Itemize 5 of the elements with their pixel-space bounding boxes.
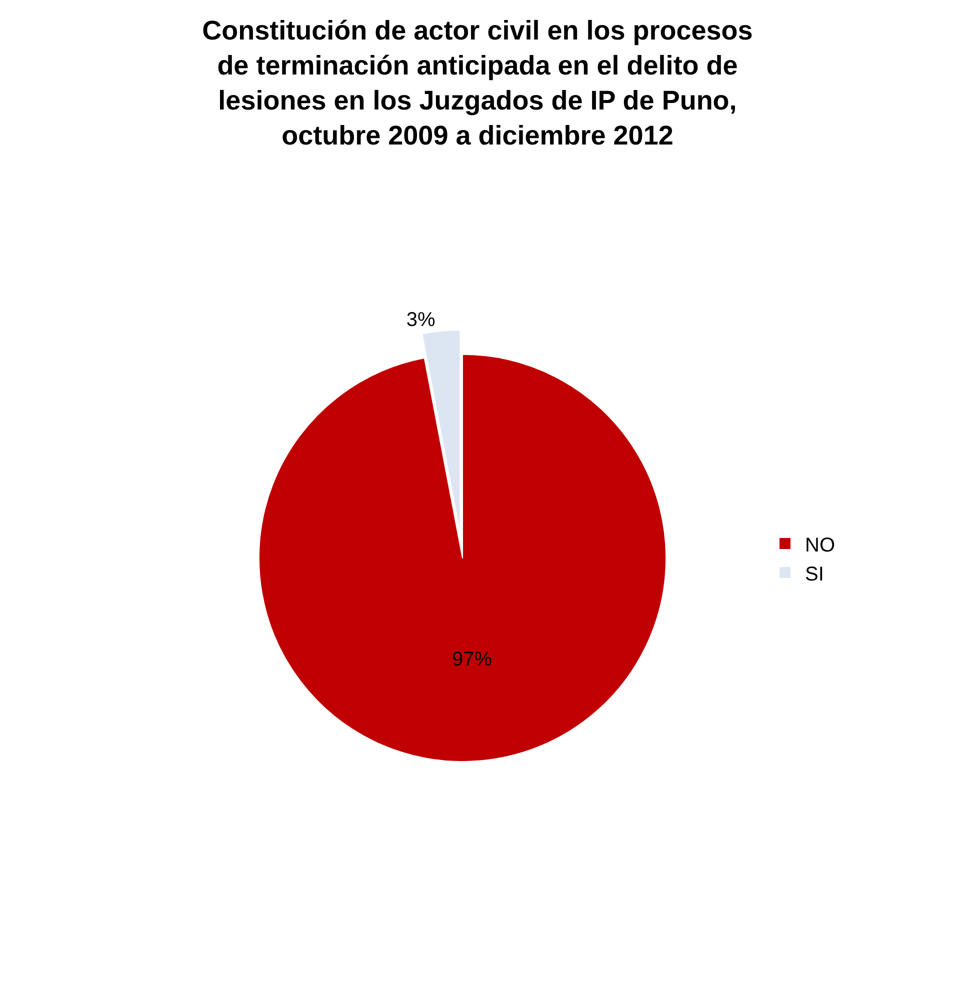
data-label: 97% (452, 648, 492, 670)
data-label: 3% (406, 309, 436, 332)
legend-label: SI (805, 563, 824, 586)
chart-title: Constitución de actor civil en los procesos de terminación anticipada en el delito de lesiones en los Juzgados de IP de Puno, octubre 2009 a diciembre 2012 (202, 15, 753, 151)
legend-label: NO (805, 534, 835, 556)
